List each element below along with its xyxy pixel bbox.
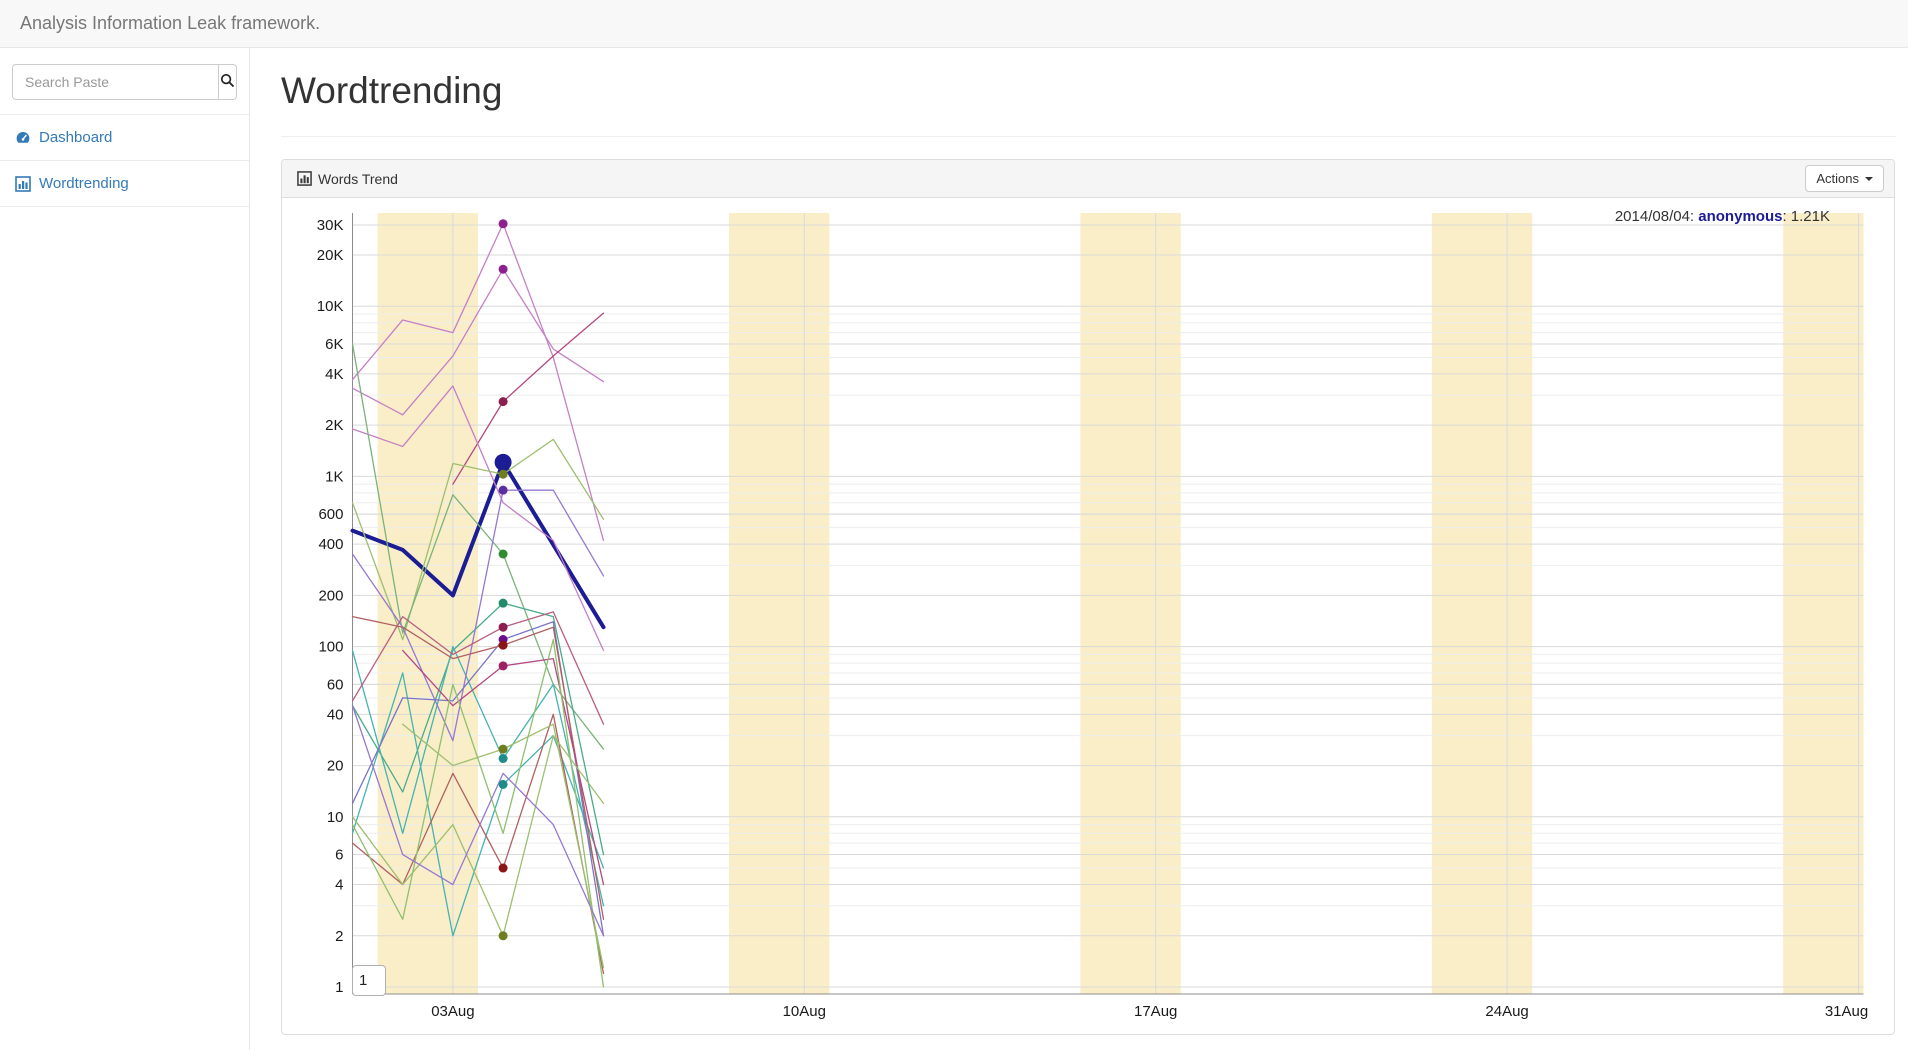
x-axis-tick-label: 03Aug [431, 1003, 474, 1020]
series-line-s18[interactable] [351, 638, 605, 988]
words-trend-chart[interactable]: 03Aug 10Aug 17Aug 24Aug 31Aug 30K 20K 10K 6K 4K 2K… [282, 198, 1894, 1033]
series-marker-s8[interactable] [498, 754, 508, 764]
sidebar-item-dashboard[interactable]: Dashboard [0, 115, 249, 161]
x-axis-tick-label: 17Aug [1134, 1003, 1177, 1020]
dashboard-icon [15, 130, 31, 146]
words-trend-panel: Words Trend Actions 03Aug 10Aug 17Aug 24Aug… [281, 159, 1895, 1035]
app-navbar: Analysis Information Leak framework. [0, 0, 1908, 48]
series-marker-s14[interactable] [498, 863, 508, 873]
y-axis-tick-label: 4 [335, 877, 343, 894]
y-axis-tick-label: 6 [335, 847, 343, 864]
series-line-s14[interactable] [351, 713, 605, 975]
chevron-down-icon [1865, 176, 1873, 181]
actions-label: Actions [1816, 171, 1859, 186]
weekend-band [728, 213, 830, 994]
weekend-band [1431, 213, 1533, 994]
y-axis-tick-label: 2 [335, 928, 343, 945]
y-axis-tick-label: 1K [325, 468, 343, 485]
chart-hover-legend: 2014/08/04: anonymous: 1.21K [1615, 208, 1830, 225]
series-marker-s15[interactable] [498, 931, 508, 941]
series-marker-s9[interactable] [498, 779, 508, 789]
series-marker-s7[interactable] [498, 598, 508, 608]
x-axis-tick-label: 31Aug [1825, 1003, 1868, 1020]
search-button[interactable] [219, 64, 237, 100]
series-line-s1[interactable] [351, 268, 605, 416]
search-icon [220, 73, 235, 91]
sidebar-item-label: Dashboard [39, 129, 113, 146]
series-line-s17[interactable] [351, 611, 605, 725]
chart-area: 03Aug 10Aug 17Aug 24Aug 31Aug 30K 20K 10K 6K 4K 2K… [282, 198, 1894, 1034]
y-axis-tick-label: 20 [327, 758, 344, 775]
y-axis-tick-label: 6K [325, 336, 343, 353]
series-line-anonymous[interactable] [350, 460, 606, 630]
y-axis-tick-label: 100 [318, 639, 343, 656]
series-marker-s12[interactable] [498, 640, 508, 650]
series-marker-s2[interactable] [498, 219, 508, 229]
sidebar-nav: Dashboard Wordtrending [0, 114, 249, 207]
y-axis-tick-label: 40 [327, 706, 344, 723]
series-marker-s13[interactable] [498, 661, 508, 671]
y-axis-tick-label: 2K [325, 417, 343, 434]
y-axis-tick-label: 10 [327, 809, 344, 826]
series-marker-s16[interactable] [498, 744, 508, 754]
bar-chart-icon [15, 175, 31, 192]
x-axis-tick-label: 24Aug [1485, 1003, 1528, 1020]
series-line-s12[interactable] [351, 615, 605, 920]
y-axis-tick-label: 4K [325, 366, 343, 383]
panel-title: Words Trend [297, 171, 398, 187]
panel-heading: Words Trend Actions [282, 160, 1894, 198]
y-axis-tick-label: 60 [327, 676, 344, 693]
y-axis-tick-label: 20K [317, 247, 344, 264]
series-marker-s6[interactable] [498, 549, 508, 559]
series-marker-s5[interactable] [498, 469, 508, 479]
app-title: Analysis Information Leak framework. [20, 13, 321, 33]
sidebar: Dashboard Wordtrending [0, 48, 250, 1050]
y-axis-tick-label: 600 [318, 506, 343, 523]
search-input[interactable] [12, 64, 219, 100]
page-title: Wordtrending [281, 70, 503, 111]
series-marker-s17[interactable] [498, 622, 508, 632]
actions-dropdown-button[interactable]: Actions [1805, 165, 1884, 192]
y-axis-tick-label: 30K [317, 217, 344, 234]
x-axis-tick-label: 10Aug [783, 1003, 826, 1020]
legend-series-name: anonymous [1698, 208, 1783, 225]
bar-chart-icon [297, 170, 312, 187]
series-line-s10[interactable] [351, 489, 605, 742]
series-marker-s1[interactable] [498, 264, 508, 274]
legend-date: 2014/08/04: [1614, 208, 1699, 225]
sidebar-item-label: Wordtrending [39, 175, 129, 192]
legend-value: : 1.21K [1782, 208, 1830, 225]
sidebar-item-wordtrending[interactable]: Wordtrending [0, 161, 249, 207]
series-marker-s10[interactable] [498, 485, 508, 495]
series-line-s4[interactable] [351, 385, 605, 652]
y-axis-tick-label: 1 [335, 979, 343, 996]
weekend-band [1080, 213, 1181, 994]
page-header: Wordtrending [281, 70, 1896, 137]
panel-title-text: Words Trend [318, 170, 398, 187]
series-marker-anonymous[interactable] [494, 453, 512, 471]
y-axis-tick-label: 400 [318, 536, 343, 553]
series-line-s15[interactable] [351, 734, 605, 937]
weekend-band [1783, 213, 1864, 994]
y-axis-tick-label: 10K [317, 298, 344, 315]
series-line-s8[interactable] [351, 645, 605, 907]
series-line-s7[interactable] [351, 602, 605, 856]
search-group [12, 64, 237, 100]
weekend-band [377, 213, 478, 994]
series-line-s2[interactable] [351, 223, 605, 542]
y-axis-tick-label: 200 [318, 587, 343, 604]
main-content: Wordtrending Words Trend Actions 03Aug 10… [250, 48, 1908, 1050]
roller-input[interactable] [352, 965, 386, 996]
series-marker-s3[interactable] [498, 397, 508, 407]
series-line-s19[interactable] [351, 704, 605, 937]
series-line-s5[interactable] [351, 438, 605, 641]
